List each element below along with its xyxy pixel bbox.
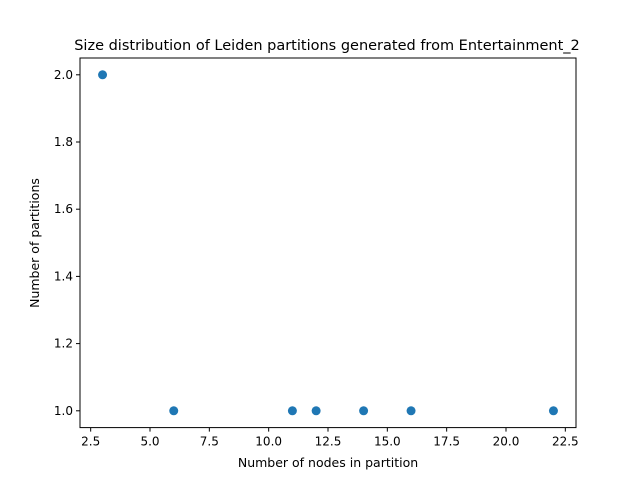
x-tick-label: 10.0 — [255, 435, 282, 449]
plot-area: 2.5 5.0 7.5 10.0 12.5 15.0 17.5 20.0 22.5 1.0 1.2… — [54, 57, 579, 449]
x-tick-label: 12.5 — [315, 435, 342, 449]
data-point — [287, 406, 297, 416]
y-tick-label: 1.6 — [54, 202, 73, 216]
x-axis-label: Number of nodes in partition — [238, 455, 418, 470]
data-point — [169, 406, 179, 416]
data-point — [311, 406, 321, 416]
y-axis-label: Number of partitions — [27, 178, 42, 308]
plot-frame — [79, 57, 577, 429]
chart-title: Size distribution of Leiden partitions g… — [74, 38, 580, 54]
x-tick-label: 17.5 — [433, 435, 460, 449]
x-tick-label: 15.0 — [374, 435, 401, 449]
data-point — [548, 406, 558, 416]
x-tick-label: 7.5 — [200, 435, 219, 449]
x-tick-label: 22.5 — [552, 435, 579, 449]
y-tick-label: 1.8 — [54, 135, 73, 149]
y-axis: 1.0 1.2 1.4 1.6 1.8 2.0 — [54, 68, 80, 418]
data-point — [98, 70, 108, 80]
y-tick-label: 1.0 — [54, 404, 73, 418]
y-tick-label: 1.4 — [54, 269, 73, 283]
x-tick-label: 5.0 — [140, 435, 159, 449]
x-tick-label: 2.5 — [81, 435, 100, 449]
data-point — [359, 406, 369, 416]
data-points — [98, 70, 558, 416]
data-point — [406, 406, 416, 416]
y-tick-label: 2.0 — [54, 68, 73, 82]
x-tick-label: 20.0 — [493, 435, 520, 449]
x-axis: 2.5 5.0 7.5 10.0 12.5 15.0 17.5 20.0 22.5 — [81, 427, 579, 449]
y-tick-label: 1.2 — [54, 337, 73, 351]
